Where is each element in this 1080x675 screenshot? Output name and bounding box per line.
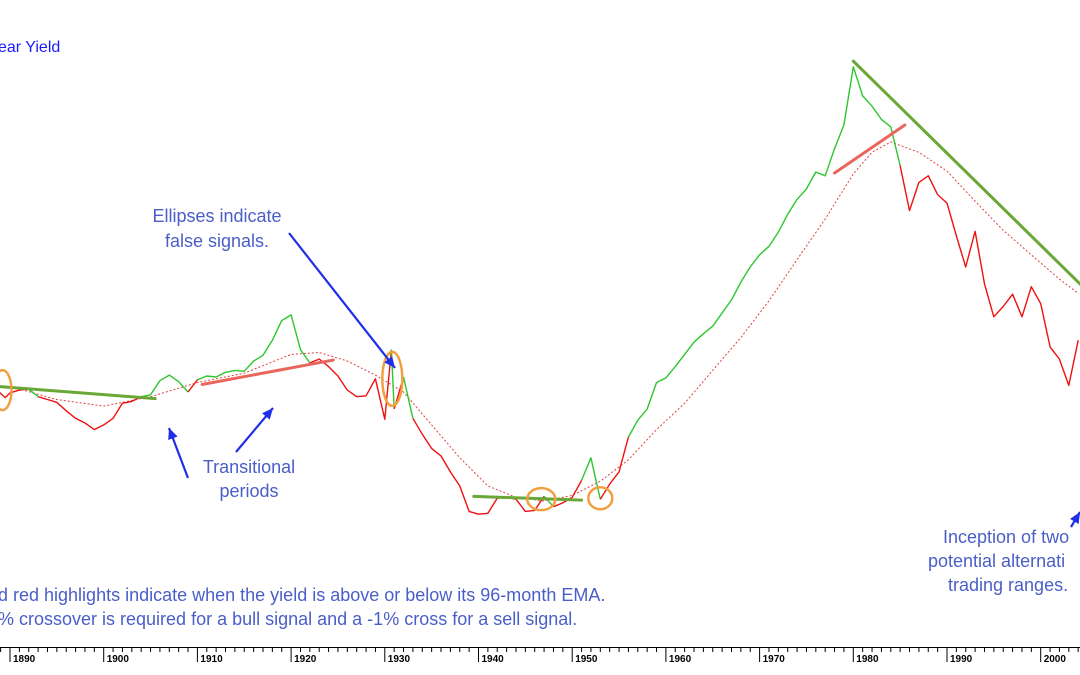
- series-layer: [0, 66, 1079, 515]
- x-tick-label-1980: 1980: [856, 654, 879, 665]
- ema-line: [0, 141, 1079, 502]
- yield-line-above-ema-14: [580, 457, 601, 500]
- x-tick-label-1930: 1930: [388, 654, 411, 665]
- inception-note-line-3: trading ranges.: [948, 575, 1068, 595]
- ellipse-layer: [0, 350, 614, 512]
- transitional-note-line-1: Transitional: [203, 457, 295, 477]
- arrow-transitional-right-head: [262, 408, 273, 420]
- x-tick-label-1890: 1890: [13, 654, 36, 665]
- x-tick-label-1960: 1960: [669, 654, 692, 665]
- x-tick-label-1900: 1900: [107, 654, 130, 665]
- x-axis: 1890 1900 1910 1920 1930 1940 1950 1960 1970 1980…: [0, 647, 1080, 665]
- trendline-1: [200, 358, 335, 386]
- arrow-to-ellipse-shaft: [288, 232, 396, 369]
- false-signal-ellipse-2: [526, 486, 557, 512]
- false-signal-ellipse-3: [587, 485, 614, 511]
- yield-line-above-ema-16: [627, 66, 901, 438]
- yield-line-below-ema-17: [899, 165, 1079, 387]
- ellipses-note-line-1: Ellipses indicate: [152, 206, 281, 226]
- inception-note-line-2: potential alternati: [928, 551, 1065, 571]
- x-tick-label-1940: 1940: [482, 654, 505, 665]
- x-tick-label-2000: 2000: [1044, 654, 1067, 665]
- yield-line-below-ema-13: [553, 480, 583, 508]
- yield-line-below-ema-3: [37, 396, 142, 431]
- x-tick-label-1970: 1970: [763, 654, 786, 665]
- false-signal-ellipse-0: [0, 368, 13, 412]
- yield-line-below-ema-5: [187, 379, 198, 393]
- x-tick-label-1990: 1990: [950, 654, 973, 665]
- chart-title: ear Yield: [0, 39, 60, 56]
- arrow-inception-head: [1070, 512, 1080, 525]
- trendline-0: [0, 385, 157, 401]
- x-tick-label-1920: 1920: [294, 654, 317, 665]
- yield-line-above-ema-4: [141, 374, 189, 398]
- trendline-layer: [0, 59, 1080, 502]
- transitional-note-line-2: periods: [219, 481, 278, 501]
- arrow-to-ellipse-head: [384, 356, 395, 368]
- ellipses-note-line-2: false signals.: [165, 231, 269, 251]
- yield-line-below-ema-1: [0, 388, 29, 399]
- yield-line-below-ema-11: [412, 417, 545, 515]
- x-tick-label-1910: 1910: [200, 654, 223, 665]
- arrow-transitional-left-head: [168, 428, 178, 441]
- x-tick-label-1950: 1950: [575, 654, 598, 665]
- inception-note-line-1: Inception of two: [943, 527, 1069, 547]
- yield-line-below-ema-15: [599, 436, 630, 500]
- footnote-line-2: % crossover is required for a bull signa…: [0, 609, 577, 629]
- trendline-4: [851, 59, 1080, 287]
- footnote-line-1: d red highlights indicate when the yield…: [0, 585, 605, 605]
- yield-line-above-ema-6: [197, 314, 311, 381]
- trendline-3: [833, 123, 907, 175]
- false-signal-ellipse-1: [381, 350, 404, 408]
- arrow-layer: [167, 232, 1080, 528]
- yield-line-above-ema-10: [402, 376, 414, 419]
- yield-line-below-ema-7: [309, 349, 393, 420]
